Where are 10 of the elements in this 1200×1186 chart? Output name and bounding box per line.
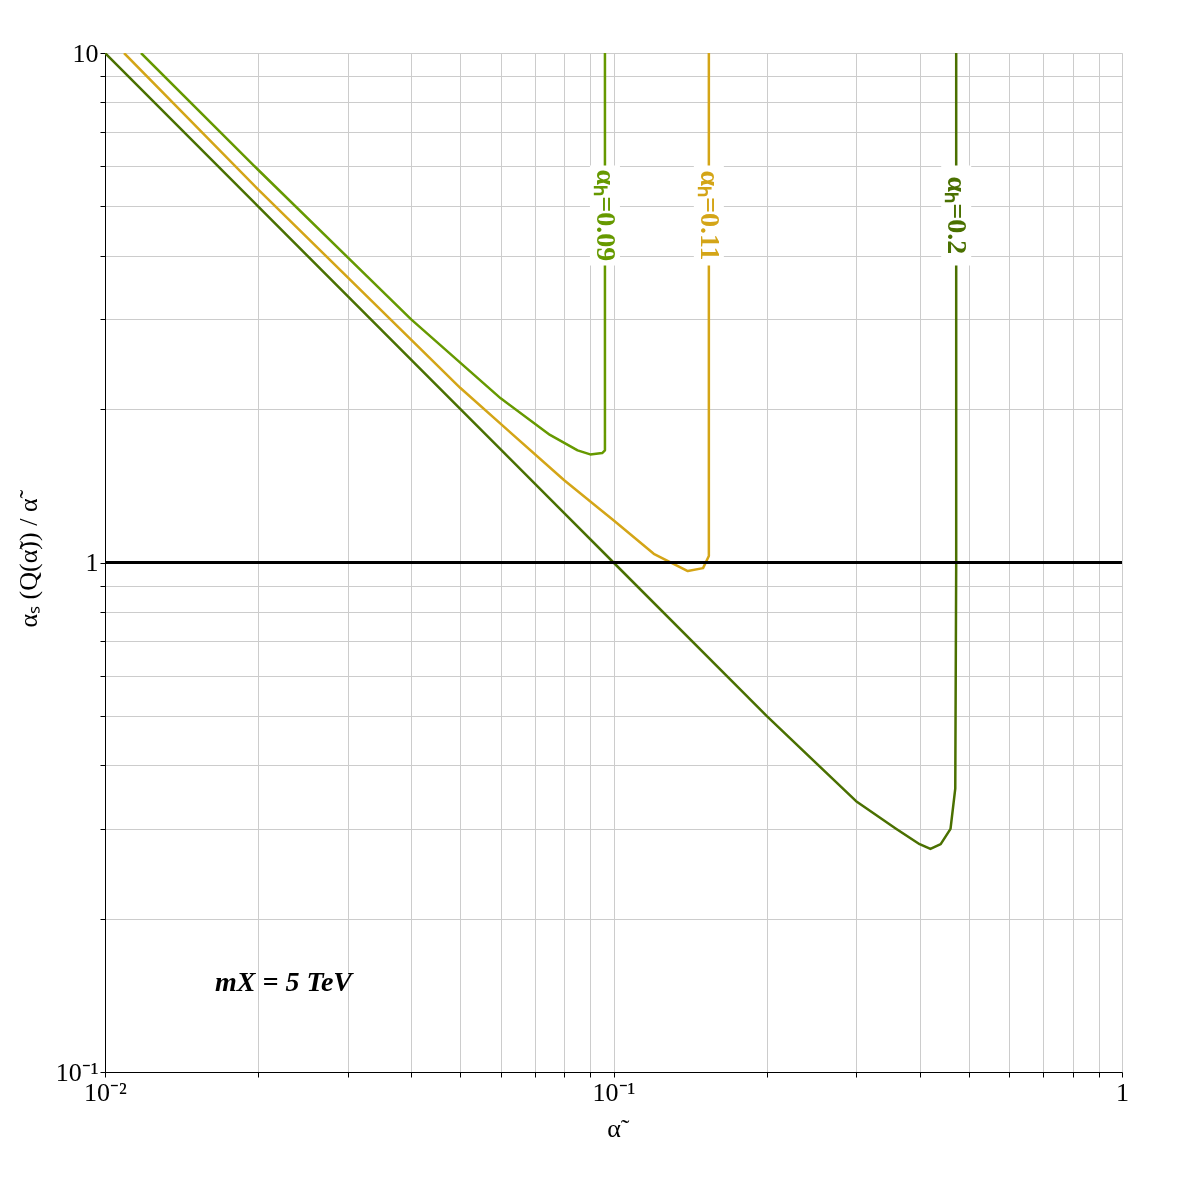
x-axis-title: α̃	[607, 1113, 630, 1143]
y-tick-label: 10	[72, 38, 99, 68]
annotation: αₕ=0.09	[590, 169, 622, 262]
x-tick-label: 1	[1116, 1077, 1129, 1107]
annotation: mX = 5 TeV	[215, 966, 355, 997]
annotation: αₕ=0.11	[694, 170, 726, 261]
y-tick-label: 1	[85, 548, 99, 577]
y-axis-title: αₛ (Q(α̃)) / α̃	[13, 489, 43, 628]
x-tick-label: 10⁻¹	[592, 1077, 636, 1107]
annotation: αₕ=0.2	[942, 176, 974, 255]
